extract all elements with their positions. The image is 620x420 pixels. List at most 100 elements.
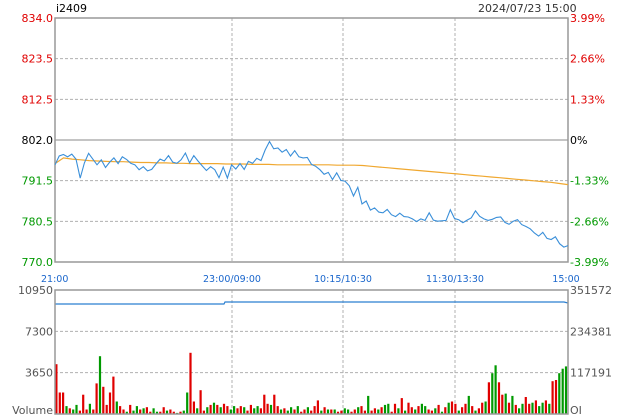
volume-bar [427,409,430,414]
volume-bar [336,411,340,414]
volume-bar [444,407,447,414]
volume-bar [524,397,527,414]
volume-bar [82,394,85,414]
volume-bar [343,408,346,414]
x-tick: 11:30/13:30 [426,274,484,285]
volume-bar [253,408,256,414]
volume-bar [226,406,229,414]
volume-bar [98,356,102,414]
volume-bar [206,407,209,414]
volume-bar [222,403,226,414]
volume-bar [290,407,293,414]
volume-bar [189,352,192,414]
volume-bar [152,408,155,414]
volume-bar [169,409,172,414]
volume-bar [115,401,118,414]
open-interest-line [55,301,569,305]
y-tick-left: 812.5 [22,93,54,106]
volume-bar [417,406,420,414]
volume-bar [162,407,165,414]
volume-bar [102,386,105,414]
volume-bar [75,404,78,414]
volume-bar [541,402,544,414]
x-tick: 15:00 [552,274,579,285]
volume-bar [514,404,517,414]
volume-bar [300,411,303,414]
volume-bar [266,403,269,414]
oi-tick-right: 234381 [570,325,612,338]
volume-bar [457,410,460,414]
volume-bar [165,410,169,414]
volume-bar [333,409,336,414]
volume-bar [139,409,142,414]
volume-bar [538,406,541,414]
volume-bar [464,403,467,414]
volume-bar [404,410,407,414]
volume-bar [350,411,353,414]
volume-bar [182,410,185,414]
volume-bar [561,368,564,414]
oi-tick-right: 117191 [570,367,612,380]
volume-bar [199,390,202,414]
volume-bar [239,406,242,414]
volume-bar [293,409,296,414]
volume-bar [454,403,457,414]
volume-bar [564,366,568,414]
datetime-label: 2024/07/23 15:00 [478,2,577,15]
volume-bar [360,406,363,414]
volume-bar [474,410,477,414]
volume-bar [306,407,309,414]
volume-bar [393,403,397,414]
volume-bar [92,409,95,414]
volume-bar [243,407,246,414]
volume-bar [95,383,98,414]
volume-bar [467,395,470,414]
volume-bar [380,407,383,414]
oi-tick-right: 351572 [570,284,612,297]
volume-bar [85,409,88,414]
volume-bar [377,409,380,414]
volume-bar [528,403,531,414]
volume-bar [477,408,480,414]
volume-bar [296,406,299,414]
volume-bar [310,410,313,414]
volume-bar [229,409,232,414]
volume-bar [494,365,497,414]
volume-bar [511,395,514,414]
volume-bar [390,411,393,414]
volume-bar [487,382,490,414]
y-tick-left: 802.0 [22,134,54,147]
volume-bar [320,410,323,414]
volume-bar [286,410,289,414]
volume-bar [269,404,273,414]
volume-bar [330,409,333,414]
volume-bar [521,403,524,414]
volume-bar [68,408,71,414]
vol-tick-left: 3650 [25,367,53,380]
volume-bar [397,408,400,414]
volume-bar [233,406,236,414]
y-tick-right: 3.99% [570,12,605,25]
volume-bar [276,406,279,414]
volume-bar [347,409,350,414]
volume-bar [72,409,75,414]
volume-bar [410,407,413,414]
volume-bar [249,404,252,414]
volume-bar [400,398,403,414]
volume-bar [430,410,433,414]
volume-bar [105,404,108,414]
volume-bar [55,364,58,414]
volume-bar [212,402,216,414]
volume-bar [246,410,249,414]
y-tick-right: 2.66% [570,53,605,66]
volume-bar [263,394,266,414]
volume-bar [387,403,390,414]
y-tick-left: 780.5 [22,215,54,228]
volume-bar [303,409,306,414]
volume-bar [145,407,148,414]
volume-bar [65,406,68,414]
volume-bar [450,401,454,414]
volume-bar [122,409,125,414]
volume-bar [279,409,283,414]
y-tick-right: 0% [570,134,587,147]
